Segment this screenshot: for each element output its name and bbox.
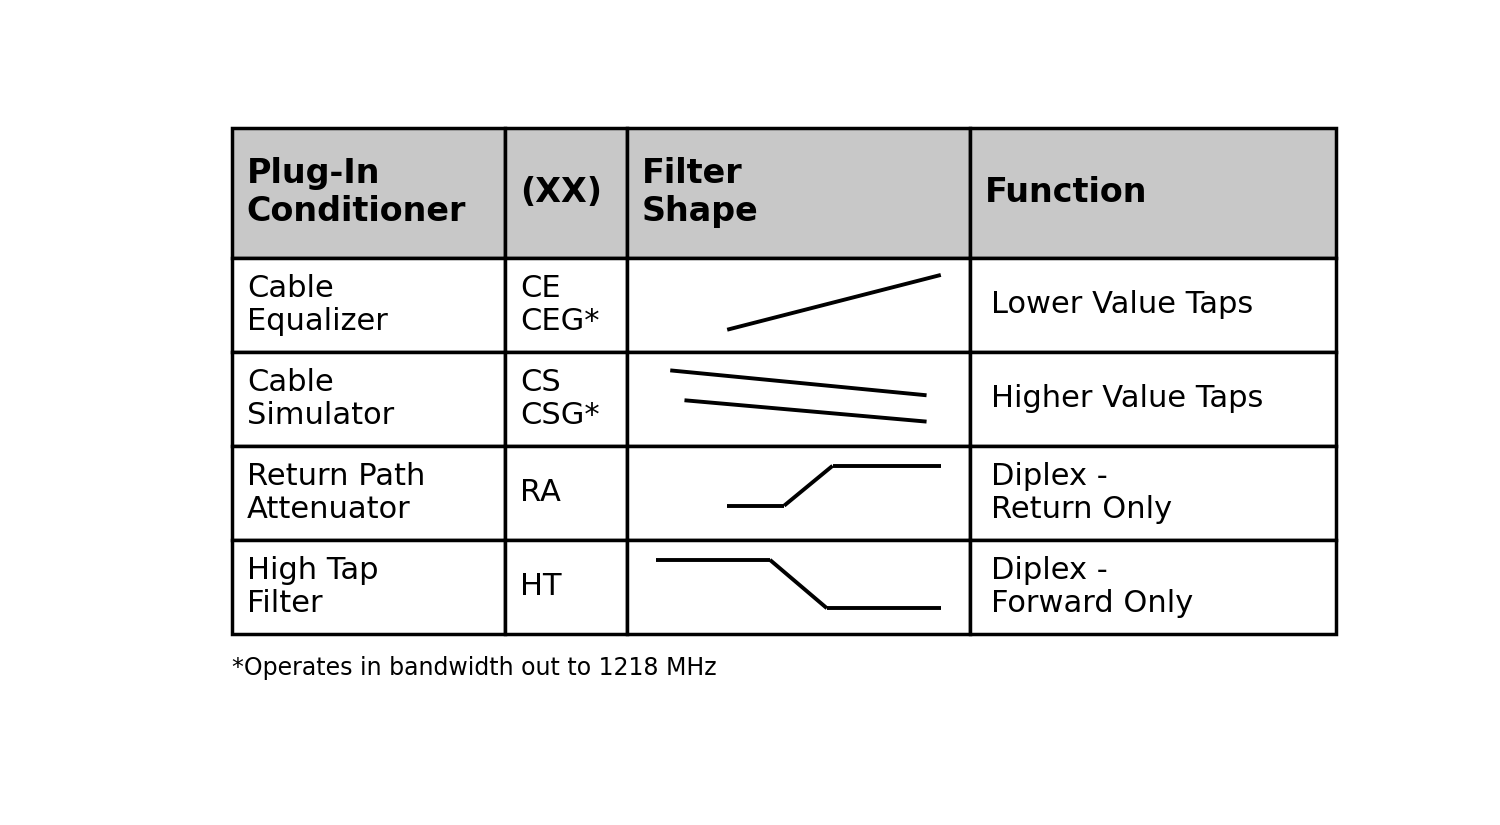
Text: Cable
Equalizer: Cable Equalizer: [248, 274, 387, 336]
Text: Plug-In
Conditioner: Plug-In Conditioner: [248, 157, 466, 229]
Bar: [231, 257, 506, 351]
Text: Function: Function: [986, 177, 1148, 210]
Text: *Operates in bandwidth out to 1218 MHz: *Operates in bandwidth out to 1218 MHz: [231, 656, 717, 680]
Bar: [506, 351, 627, 446]
Bar: [231, 351, 506, 446]
Text: Return Path
Attenuator: Return Path Attenuator: [248, 461, 424, 524]
Bar: [627, 540, 970, 634]
Bar: [506, 446, 627, 540]
Bar: [627, 351, 970, 446]
Text: Diplex -
Forward Only: Diplex - Forward Only: [992, 555, 1192, 618]
Bar: [970, 257, 1336, 351]
Text: High Tap
Filter: High Tap Filter: [248, 555, 378, 618]
Text: Higher Value Taps: Higher Value Taps: [992, 384, 1263, 413]
Text: Diplex -
Return Only: Diplex - Return Only: [992, 461, 1172, 524]
Text: (XX): (XX): [520, 177, 602, 210]
Bar: [970, 446, 1336, 540]
Bar: [970, 351, 1336, 446]
Bar: [506, 128, 627, 257]
Text: Lower Value Taps: Lower Value Taps: [992, 290, 1252, 319]
Bar: [231, 128, 506, 257]
Text: RA: RA: [520, 478, 561, 507]
Bar: [506, 257, 627, 351]
Bar: [627, 446, 970, 540]
Bar: [506, 540, 627, 634]
Text: CS
CSG*: CS CSG*: [520, 368, 600, 430]
Bar: [231, 540, 506, 634]
Text: HT: HT: [520, 573, 561, 601]
Bar: [627, 128, 970, 257]
Bar: [970, 128, 1336, 257]
Text: CE
CEG*: CE CEG*: [520, 274, 600, 336]
Bar: [970, 540, 1336, 634]
Text: Cable
Simulator: Cable Simulator: [248, 368, 394, 430]
Bar: [231, 446, 506, 540]
Bar: [627, 257, 970, 351]
Text: Filter
Shape: Filter Shape: [642, 157, 759, 229]
